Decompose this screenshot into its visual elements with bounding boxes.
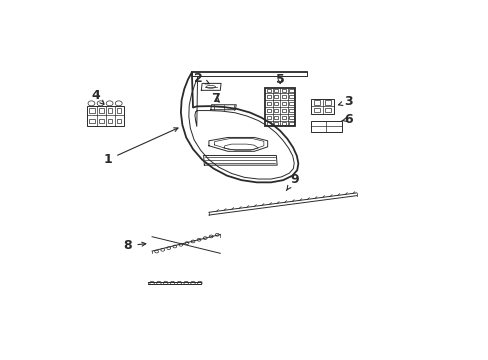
Bar [281, 102, 285, 105]
Bar [266, 109, 270, 112]
Bar [266, 122, 270, 125]
Bar [289, 95, 293, 98]
Bar [289, 109, 293, 112]
Bar [117, 118, 121, 123]
Bar [289, 102, 293, 105]
Bar [87, 105, 123, 126]
Bar [266, 95, 270, 98]
Bar [281, 95, 285, 98]
Text: 2: 2 [194, 72, 209, 85]
Text: 8: 8 [123, 239, 145, 252]
Bar [311, 121, 341, 132]
Bar [313, 100, 320, 105]
Bar [274, 109, 278, 112]
Bar [281, 122, 285, 125]
Bar [274, 89, 278, 92]
Bar [89, 118, 94, 123]
Bar [117, 108, 121, 113]
Bar [99, 108, 103, 113]
Bar [325, 100, 331, 105]
Bar [281, 89, 285, 92]
Bar [266, 116, 270, 119]
Bar [313, 108, 320, 112]
Bar [108, 118, 112, 123]
Text: 7: 7 [211, 92, 220, 105]
Text: 3: 3 [338, 95, 352, 108]
Bar [274, 95, 278, 98]
Bar [289, 122, 293, 125]
Text: 6: 6 [341, 113, 352, 126]
Bar [325, 108, 331, 112]
Bar [281, 116, 285, 119]
Bar [281, 109, 285, 112]
Bar [89, 108, 94, 113]
Bar [289, 89, 293, 92]
Bar [274, 116, 278, 119]
Bar [266, 89, 270, 92]
Text: 9: 9 [286, 172, 299, 190]
Text: 1: 1 [103, 128, 178, 166]
Bar [274, 102, 278, 105]
Bar [266, 102, 270, 105]
Bar [108, 108, 112, 113]
Bar [99, 118, 103, 123]
Bar [274, 122, 278, 125]
Text: 5: 5 [275, 73, 284, 86]
Text: 4: 4 [91, 89, 103, 104]
Bar [289, 116, 293, 119]
Bar [311, 99, 333, 114]
